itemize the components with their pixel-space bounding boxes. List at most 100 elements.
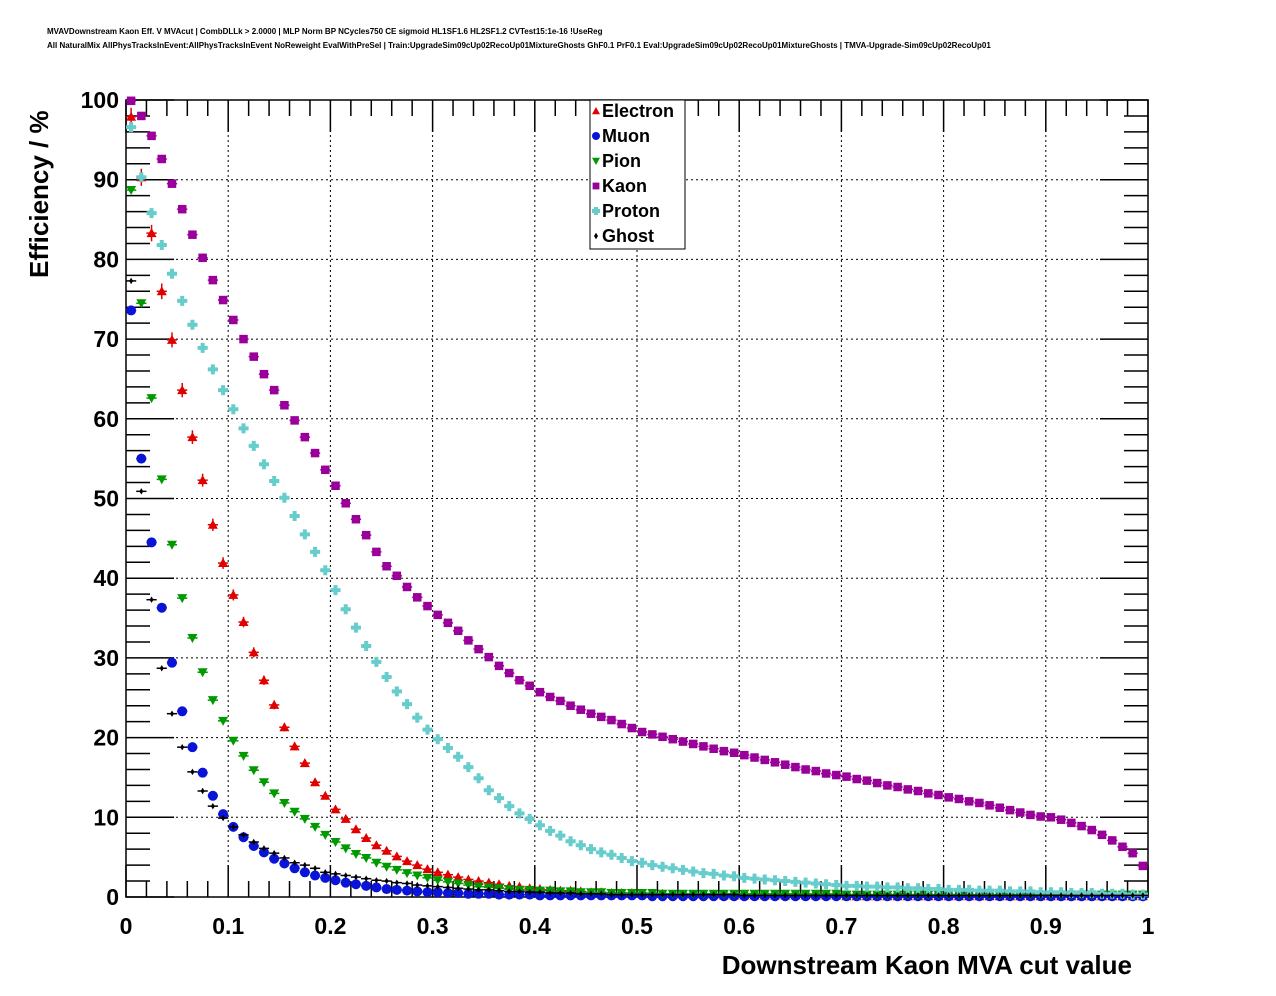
data-point-muon: [218, 809, 229, 820]
data-point-proton: [289, 511, 300, 522]
data-point-pion: [289, 807, 300, 817]
data-point-pion: [412, 871, 423, 881]
data-point-ghost: [405, 880, 410, 887]
data-point-proton: [759, 874, 770, 885]
data-point-kaon: [1138, 861, 1148, 871]
data-point-kaon: [1118, 842, 1127, 852]
data-point-pion: [422, 873, 433, 883]
legend-label: Electron: [602, 101, 674, 121]
y-tick-label: 20: [93, 725, 119, 751]
data-point-pion: [258, 778, 269, 788]
data-point-kaon: [1067, 818, 1076, 828]
data-point-muon: [391, 884, 402, 895]
data-point-proton: [371, 656, 382, 667]
data-point-electron: [402, 856, 413, 866]
data-point-muon: [371, 882, 382, 893]
data-point-proton: [269, 475, 280, 486]
data-point-muon: [422, 887, 433, 898]
data-point-pion: [136, 299, 147, 309]
data-point-ghost: [527, 889, 532, 896]
x-tick-label: 0.8: [928, 913, 960, 939]
data-point-ghost: [476, 886, 481, 894]
data-point-electron: [340, 813, 351, 823]
data-point-pion: [453, 879, 464, 889]
data-point-kaon: [760, 755, 769, 765]
data-point-muon: [340, 877, 351, 888]
legend-label: Kaon: [602, 176, 647, 196]
data-point-ghost: [864, 892, 869, 899]
data-point-proton: [565, 836, 576, 847]
data-point-proton: [729, 871, 740, 882]
data-point-muon: [442, 888, 453, 899]
data-point-muon: [207, 790, 218, 801]
data-point-electron: [310, 777, 321, 787]
legend-box: [589, 99, 686, 250]
data-point-ghost: [619, 891, 624, 898]
data-point-pion: [156, 475, 167, 485]
data-point-ghost: [967, 892, 972, 899]
data-point-kaon: [944, 793, 953, 802]
data-point-kaon: [832, 770, 841, 780]
data-point-muon: [177, 706, 188, 717]
data-point-electron: [432, 867, 443, 877]
data-point-ghost: [384, 877, 389, 885]
data-point-electron: [228, 589, 239, 599]
data-point-proton: [667, 863, 678, 874]
data-point-ghost: [640, 891, 645, 898]
data-point-proton: [892, 882, 903, 893]
data-point-ghost: [353, 873, 358, 881]
data-point-ghost: [599, 890, 604, 898]
data-point-pion: [391, 865, 402, 875]
data-point-pion: [442, 877, 453, 887]
data-point-ghost: [977, 892, 982, 899]
data-point-kaon: [321, 465, 330, 475]
data-point-kaon: [494, 661, 504, 671]
data-point-kaon: [627, 723, 637, 733]
data-point-kaon: [607, 715, 616, 725]
data-point-kaon: [280, 401, 289, 410]
data-point-ghost: [517, 888, 522, 895]
data-point-pion: [279, 798, 290, 808]
data-point-ghost: [435, 883, 440, 890]
data-point-kaon: [382, 561, 391, 571]
data-point-proton: [187, 319, 198, 330]
data-point-muon: [197, 767, 208, 778]
data-point-electron: [422, 864, 433, 874]
data-point-ghost: [793, 892, 798, 899]
data-point-ghost: [180, 743, 185, 751]
data-point-proton: [637, 857, 648, 868]
data-point-electron: [391, 851, 402, 861]
data-point-proton: [258, 459, 269, 470]
data-point-ghost: [343, 872, 348, 879]
data-point-proton: [872, 881, 883, 892]
data-point-ghost: [425, 882, 430, 890]
data-point-proton: [841, 880, 852, 891]
data-point-kaon: [750, 753, 759, 762]
diamond-marker-icon: [594, 232, 598, 240]
data-point-kaon: [137, 111, 146, 121]
data-point-ghost: [149, 596, 154, 603]
triangle-down-marker-icon: [592, 157, 600, 165]
data-point-proton: [780, 876, 791, 887]
data-point-ghost: [834, 892, 839, 899]
data-point-proton: [647, 860, 658, 871]
data-point-ghost: [497, 887, 502, 894]
y-tick-label: 30: [93, 645, 119, 671]
data-point-electron: [187, 432, 198, 442]
data-point-ghost: [1140, 892, 1145, 899]
data-point-ghost: [916, 892, 921, 899]
data-point-kaon: [433, 610, 442, 620]
data-point-kaon: [177, 204, 187, 214]
data-point-muon: [310, 870, 321, 881]
data-point-proton: [310, 546, 321, 557]
data-point-muon: [320, 872, 331, 883]
data-point-muon: [136, 453, 147, 464]
data-point-kaon: [341, 499, 350, 508]
data-point-kaon: [1128, 848, 1137, 858]
data-point-proton: [943, 884, 954, 895]
data-point-electron: [238, 617, 249, 627]
data-point-proton: [882, 882, 893, 893]
x-tick-label: 0.4: [519, 913, 551, 939]
data-point-kaon: [566, 701, 575, 710]
data-point-kaon: [198, 253, 207, 263]
